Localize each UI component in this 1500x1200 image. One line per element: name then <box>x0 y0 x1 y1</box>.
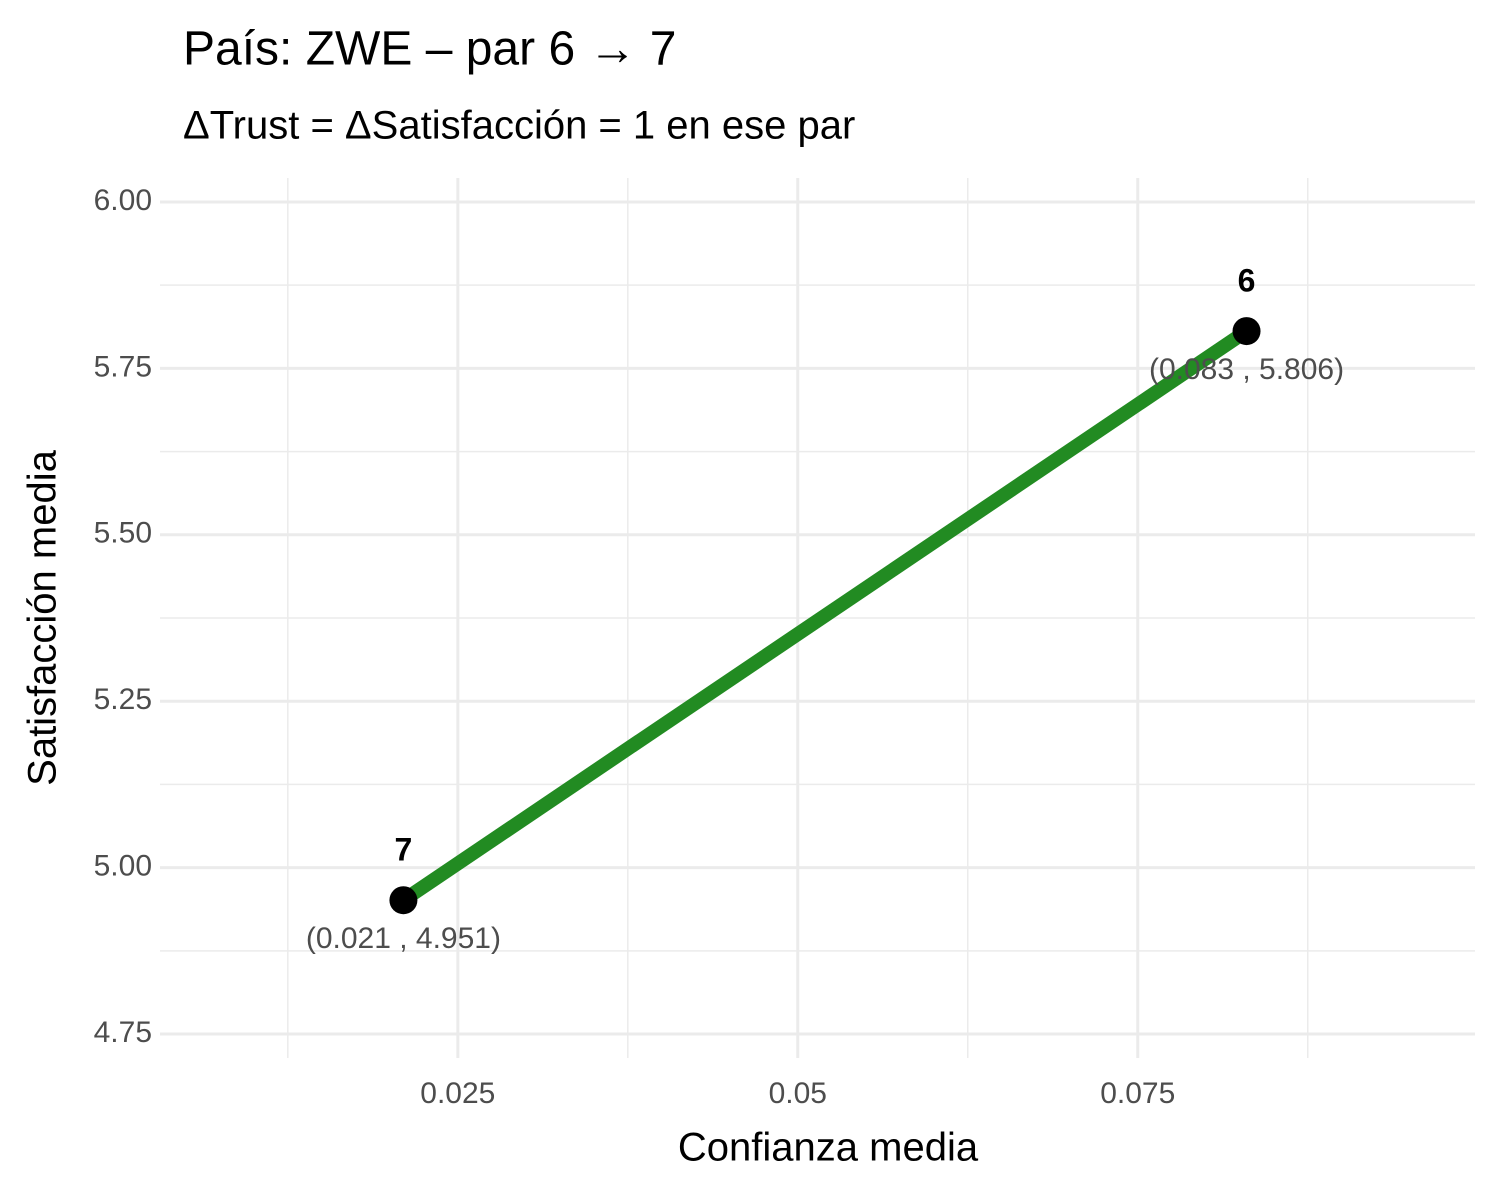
point <box>1232 317 1261 346</box>
chart-subtitle: ΔTrust = ΔSatisfacción = 1 en ese par <box>183 104 855 148</box>
y-tick-label: 6.00 <box>94 184 152 217</box>
x-tick-label: 0.075 <box>1100 1077 1175 1110</box>
y-tick-label: 5.50 <box>94 517 152 550</box>
x-tick-label: 0.05 <box>769 1077 827 1110</box>
point <box>389 886 418 915</box>
y-tick-label: 5.00 <box>94 850 152 883</box>
value-label: (0.021 , 4.951) <box>306 922 501 955</box>
chart-title: País: ZWE – par 6 → 7 <box>183 23 677 76</box>
point-label: 7 <box>395 832 413 868</box>
grid <box>160 178 1475 1058</box>
x-tick-label: 0.025 <box>420 1077 495 1110</box>
line <box>399 325 1251 907</box>
x-axis-label: Confianza media <box>678 1126 979 1170</box>
value-label: (0.083 , 5.806) <box>1149 353 1344 386</box>
y-tick-label: 5.75 <box>94 350 152 383</box>
y-tick-label: 4.75 <box>94 1016 152 1049</box>
y-tick-label: 5.25 <box>94 683 152 716</box>
point-label: 6 <box>1238 263 1256 299</box>
y-axis-label: Satisfacción media <box>21 449 65 785</box>
